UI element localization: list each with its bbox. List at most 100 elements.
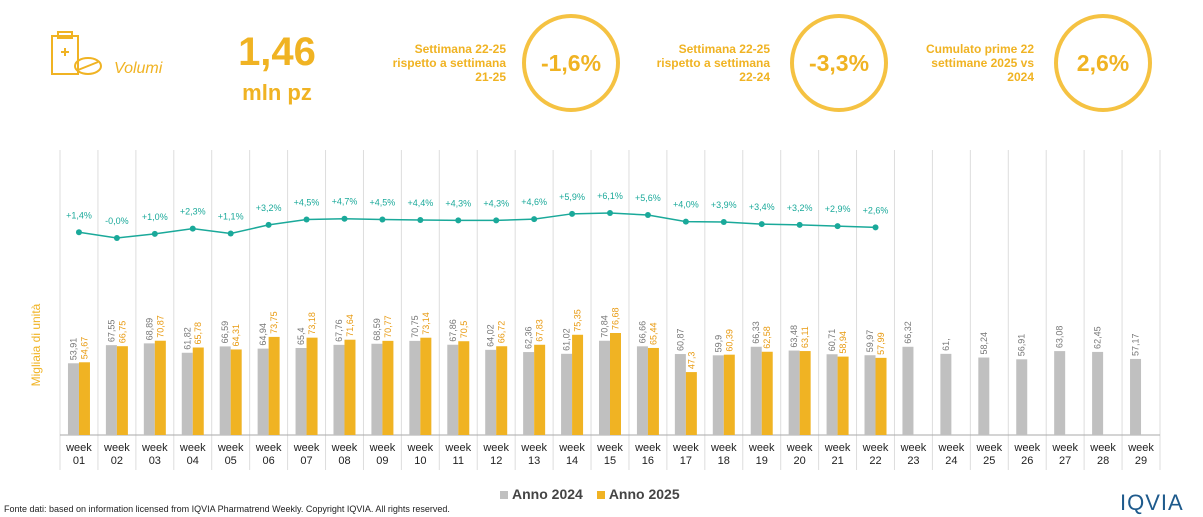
legend-label: Anno 2024 [512, 486, 583, 502]
x-tick-label: week 28 [1090, 442, 1116, 467]
bar [1016, 359, 1028, 435]
trend-point [796, 221, 803, 228]
bar [674, 354, 686, 435]
value-label: 64,02 [486, 324, 496, 347]
trend-point [758, 221, 765, 228]
bar [154, 340, 166, 435]
bar [306, 337, 318, 435]
trend-point [455, 217, 462, 224]
value-label: 64,94 [258, 323, 268, 346]
bar [788, 350, 800, 435]
trend-point [872, 224, 879, 231]
big-value: 1,46 [238, 30, 316, 74]
value-label: 63,11 [800, 326, 810, 348]
trend-point [265, 221, 272, 228]
bar [1130, 358, 1142, 435]
bar [67, 363, 79, 435]
bar [496, 346, 508, 435]
bar [268, 336, 280, 435]
value-label: 71,64 [345, 314, 355, 337]
trend-label: +3,9% [711, 200, 737, 210]
value-label: 76,68 [611, 307, 621, 330]
bar [610, 333, 621, 435]
x-tick-label: week 04 [179, 442, 206, 467]
x-tick-label: week 14 [559, 442, 585, 467]
x-tick-label: week 17 [673, 442, 699, 467]
trend-point [303, 216, 310, 223]
value-label: 70,77 [383, 315, 393, 338]
x-tick-label: week 03 [141, 442, 168, 467]
bar [1092, 351, 1104, 435]
chart: Migliaia di unità 53,91 67,55 68,89 61,82 66… [29, 150, 1161, 470]
value-label: 63,08 [1055, 326, 1065, 349]
trend-label: +2,9% [825, 204, 851, 214]
x-tick-label: week 27 [1052, 442, 1079, 467]
value-label: 56,91 [1017, 334, 1027, 357]
trend-label: +3,2% [787, 203, 813, 213]
bar [599, 340, 610, 435]
trend-point [569, 210, 576, 217]
bar [875, 357, 887, 435]
x-tick-label: week 11 [445, 442, 472, 467]
value-label: 65,44 [648, 322, 658, 345]
bar [420, 337, 432, 435]
value-label: 62,58 [762, 326, 772, 349]
value-label: 54,67 [79, 337, 89, 360]
value-label: 57,17 [1131, 333, 1141, 356]
value-label: 64,31 [231, 324, 241, 347]
trend-label: +6,1% [597, 191, 623, 201]
value-label: 66,32 [903, 321, 913, 344]
x-tick-label: week 26 [1014, 442, 1041, 467]
trend-point [75, 229, 82, 236]
bar [523, 352, 535, 435]
bar [712, 355, 724, 435]
value-label: 47,3 [686, 352, 696, 370]
value-label: 58,24 [979, 332, 989, 355]
value-label: 57,99 [876, 332, 886, 355]
trend-label: +4,5% [294, 198, 320, 208]
value-label: 63,48 [789, 325, 799, 348]
x-tick-label: week 09 [369, 442, 396, 467]
value-label: 70,75 [410, 315, 420, 338]
x-tick-label: week 08 [331, 442, 358, 467]
value-label: 66,59 [220, 321, 230, 344]
icon [51, 31, 102, 75]
value-label: 68,59 [372, 318, 382, 341]
bar [447, 344, 459, 435]
value-label: 60,87 [675, 328, 685, 351]
bar [761, 351, 773, 435]
bar [940, 353, 952, 435]
value-label: 75,35 [573, 309, 583, 332]
x-tick-label: week 24 [938, 442, 965, 467]
value-label: 70,87 [155, 315, 165, 338]
x-tick-label: week 13 [521, 442, 547, 467]
x-tick-label: week 25 [976, 442, 1003, 467]
trend-point [493, 217, 500, 224]
kpi-circle: -1,6% [522, 14, 620, 112]
bar [723, 354, 735, 435]
bar [382, 340, 394, 435]
value-label: 62,45 [1093, 326, 1103, 349]
bar [295, 348, 307, 435]
y-axis-label: Migliaia di unità [29, 303, 43, 386]
trend-point [644, 212, 651, 219]
kpi-text: Settimana 22-25 rispetto a settimana 22-… [656, 42, 770, 84]
trend-point [834, 223, 841, 230]
value-label: 60,39 [724, 329, 734, 352]
value-label: 61,02 [562, 328, 572, 351]
trend-point [720, 219, 727, 226]
x-tick-label: week 23 [900, 442, 927, 467]
bar [230, 349, 242, 435]
bar [409, 340, 421, 435]
bar [534, 344, 546, 435]
bar [219, 346, 231, 435]
bar [647, 347, 659, 435]
value-label: 66,33 [751, 321, 761, 344]
trend-point [341, 215, 348, 222]
trend-label: +4,0% [673, 200, 699, 210]
bar [685, 372, 697, 435]
value-label: 65,4 [296, 327, 306, 345]
trend-point [531, 216, 538, 223]
bar [344, 339, 356, 435]
value-label: 67,55 [106, 320, 116, 343]
